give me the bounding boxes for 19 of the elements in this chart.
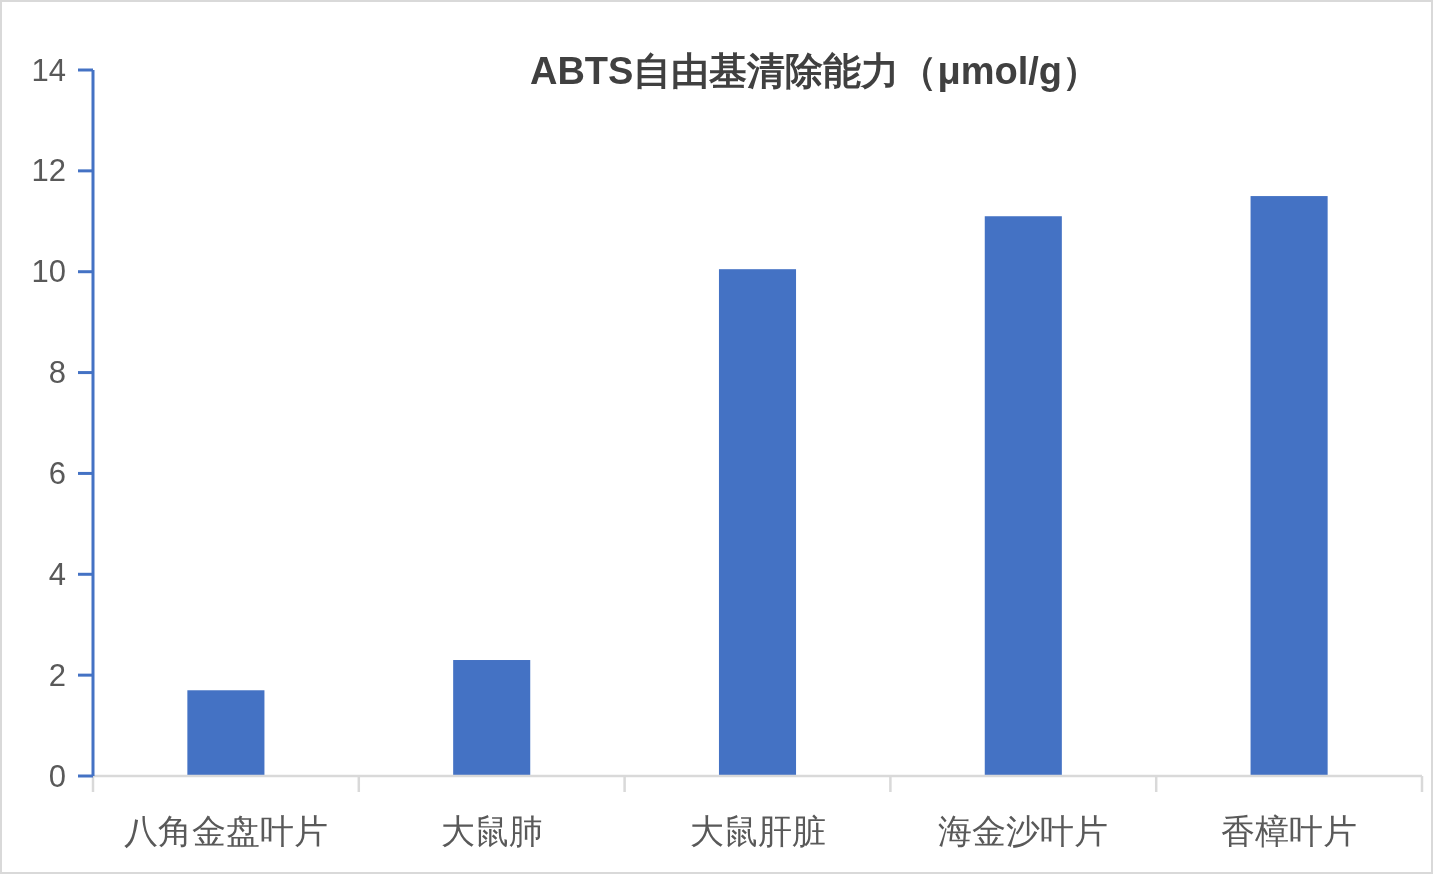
bar	[453, 660, 531, 776]
bar	[187, 690, 265, 776]
x-tick-label: 香樟叶片	[1221, 812, 1358, 850]
y-tick-label: 6	[48, 455, 66, 491]
x-tick-label: 八角金盘叶片	[123, 812, 328, 850]
y-tick-label: 10	[31, 254, 66, 290]
x-tick-label: 大鼠肺	[440, 812, 543, 850]
x-tick-label: 大鼠肝脏	[689, 812, 826, 850]
bar	[984, 216, 1062, 776]
y-tick-label: 12	[31, 153, 66, 189]
chart-title: ABTS自由基清除能力（μmol/g）	[529, 50, 1101, 92]
x-tick-label: 海金沙叶片	[938, 812, 1109, 850]
bar	[1250, 196, 1328, 776]
bar	[718, 269, 797, 776]
y-tick-label: 4	[48, 556, 66, 592]
y-tick-label: 0	[48, 758, 66, 794]
y-tick-label: 8	[48, 355, 66, 391]
y-tick-label: 2	[48, 657, 66, 693]
y-tick-label: 14	[31, 52, 66, 88]
